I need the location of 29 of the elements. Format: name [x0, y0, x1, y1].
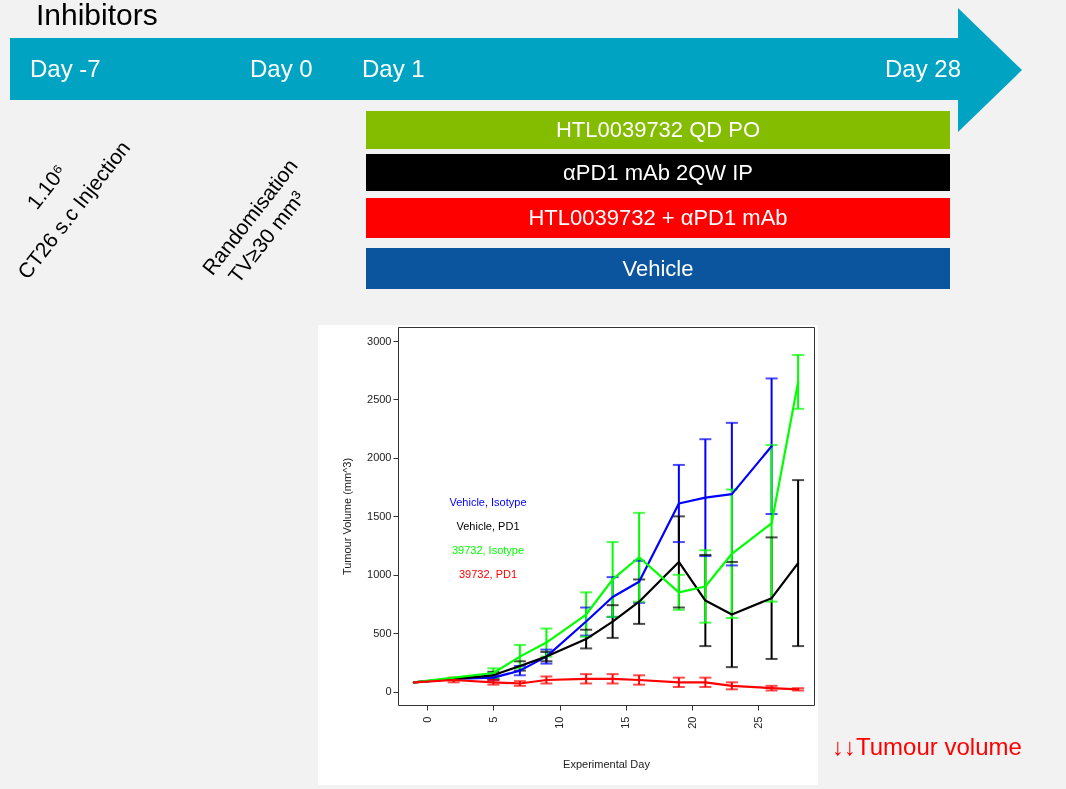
arm-banner: αPD1 mAb 2QW IP — [366, 154, 950, 191]
text: Day 1 — [362, 55, 425, 83]
text: ↓↓Tumour volume — [832, 733, 1022, 761]
text: Vehicle, PD1 — [456, 520, 520, 532]
y-tick-label: 1000 — [367, 568, 392, 581]
y-tick-label: 2000 — [367, 451, 392, 464]
x-tick-label: 5 — [486, 716, 499, 723]
y-tick-label: 0 — [385, 685, 392, 698]
text: 39732, Isotype — [451, 544, 525, 556]
arm-banner: Vehicle — [366, 248, 950, 289]
arm-banner: HTL0039732 + αPD1 mAb — [366, 198, 950, 238]
x-tick-label: 25 — [751, 716, 764, 729]
y-tick-label: 3000 — [367, 334, 392, 347]
text: Day 28 — [885, 55, 962, 83]
y-tick-label: 500 — [373, 626, 392, 639]
x-tick-label: 20 — [685, 716, 698, 729]
text: Day 0 — [250, 55, 313, 83]
arm-banner: HTL0039732 QD PO — [366, 111, 950, 149]
text: Vehicle, Isotype — [449, 496, 527, 508]
y-tick-label: 2500 — [367, 392, 392, 405]
x-axis-title: Experimental Day — [563, 757, 651, 770]
text: Inhibitors — [36, 0, 158, 32]
y-axis-title: Tumour Volume (mm^3) — [341, 457, 354, 576]
x-tick-label: 0 — [420, 716, 433, 723]
text: 39732, PD1 — [458, 568, 518, 580]
y-tick-label: 1500 — [367, 509, 392, 522]
text: Day -7 — [30, 55, 101, 83]
x-tick-label: 10 — [553, 716, 566, 729]
x-tick-label: 15 — [619, 716, 632, 729]
